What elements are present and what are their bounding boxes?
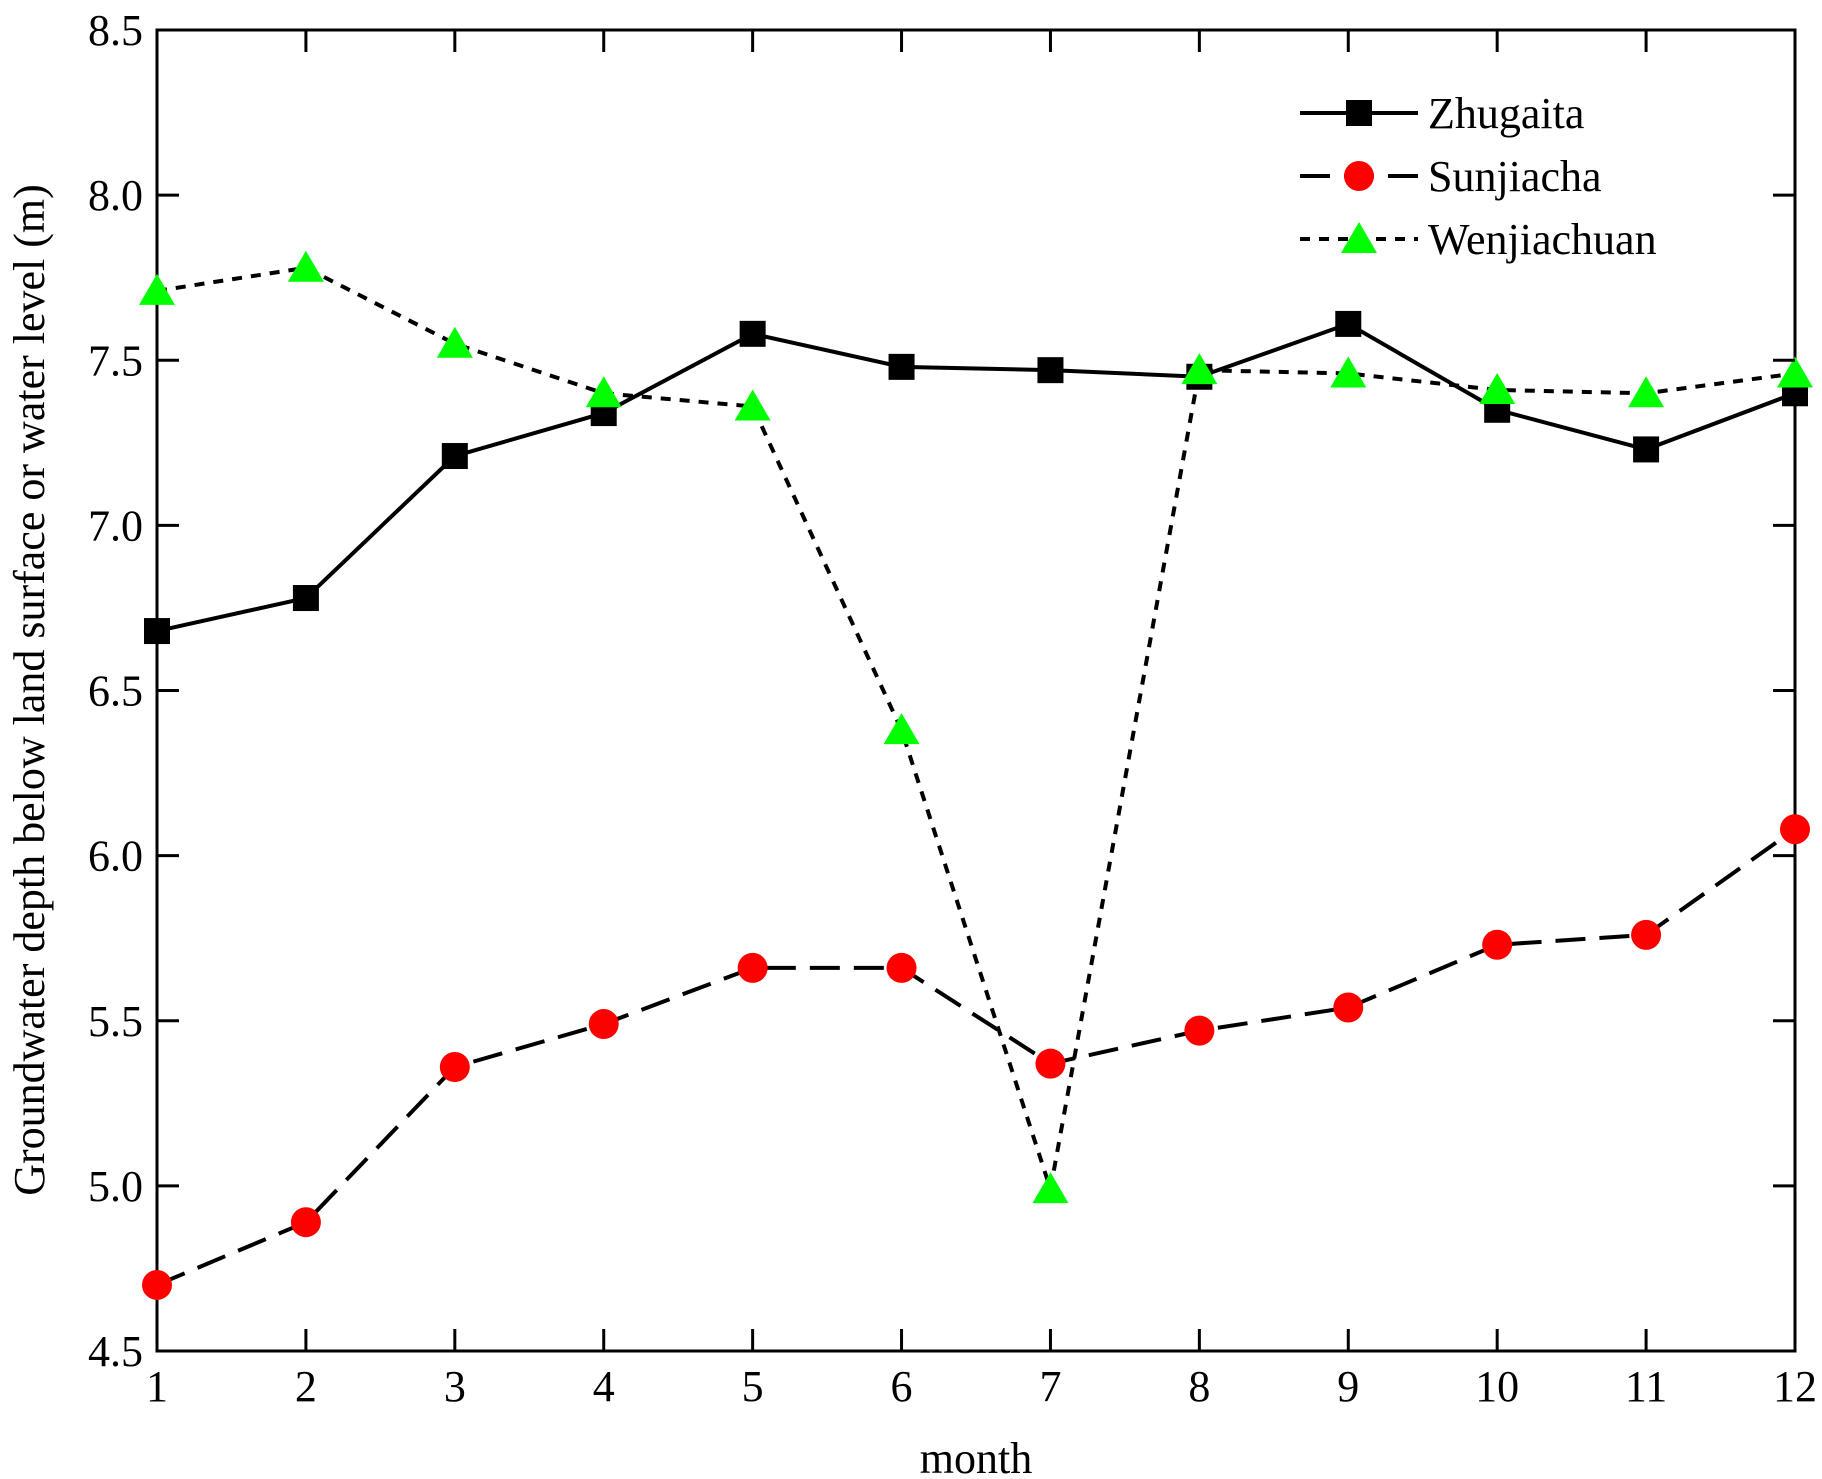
legend-label: Wenjiachuan	[1428, 215, 1657, 264]
series-layer	[139, 250, 1813, 1300]
legend-label: Zhugaita	[1428, 89, 1584, 138]
data-point	[886, 952, 917, 983]
data-point	[1631, 919, 1662, 950]
data-point	[439, 1051, 470, 1082]
x-tick-label: 2	[295, 1362, 317, 1411]
series-wenjiachuan	[139, 250, 1813, 1204]
y-tick-label: 5.0	[88, 1162, 143, 1211]
x-axis-title: month	[920, 1434, 1032, 1479]
data-point	[1037, 357, 1064, 384]
x-tick-label: 7	[1039, 1362, 1061, 1411]
data-point	[1482, 929, 1513, 960]
x-tick-label: 4	[593, 1362, 615, 1411]
data-point	[290, 1207, 321, 1238]
data-point	[436, 326, 473, 358]
data-point	[441, 443, 468, 470]
data-point	[739, 320, 766, 347]
y-tick-label: 8.0	[88, 171, 143, 220]
x-tick-label: 10	[1475, 1362, 1519, 1411]
x-tick-label: 9	[1337, 1362, 1359, 1411]
data-point	[888, 353, 915, 380]
x-tick-label: 12	[1773, 1362, 1817, 1411]
y-tick-label: 6.0	[88, 832, 143, 881]
x-tick-label: 8	[1188, 1362, 1210, 1411]
x-tick-label: 3	[444, 1362, 466, 1411]
series-sunjiacha	[142, 814, 1810, 1300]
data-point	[883, 713, 920, 745]
legend-marker	[1346, 100, 1372, 126]
data-point	[287, 250, 324, 282]
y-tick-label: 6.5	[88, 667, 143, 716]
series-line	[156, 265, 1796, 1190]
data-point	[1333, 992, 1364, 1023]
data-point	[1780, 814, 1810, 845]
y-tick-label: 7.0	[88, 501, 143, 550]
y-tick-label: 4.5	[88, 1327, 143, 1376]
data-point	[585, 376, 622, 408]
data-point	[1479, 372, 1516, 404]
data-point	[1330, 356, 1367, 388]
data-point	[1181, 353, 1218, 385]
y-tick-label: 8.5	[88, 6, 143, 55]
data-point	[144, 618, 170, 645]
x-tick-label: 1	[146, 1362, 168, 1411]
legend: Zhugaita Sunjiacha Wenjiachuan	[1300, 89, 1657, 264]
legend-marker	[1341, 222, 1377, 253]
y-axis-title: Groundwater depth below land surface or …	[5, 184, 54, 1196]
data-point	[142, 1269, 172, 1300]
data-point	[1032, 1172, 1069, 1204]
legend-marker	[1344, 161, 1374, 191]
x-tick-label: 6	[891, 1362, 913, 1411]
y-tick-label: 7.5	[88, 336, 143, 385]
data-point	[292, 585, 319, 612]
data-point	[139, 273, 175, 305]
data-point	[1628, 376, 1665, 408]
data-point	[1184, 1015, 1215, 1046]
legend-label: Sunjiacha	[1428, 152, 1602, 201]
data-point	[1035, 1048, 1066, 1079]
x-axis: 1 2 3 4 5 6 7 8 9 10 11 12	[146, 30, 1817, 1411]
y-axis: 4.5 5.0 5.5 6.0 6.5 7.0 7.5 8.0 8.5	[88, 6, 1795, 1376]
series-line	[156, 827, 1797, 1287]
data-point	[1335, 310, 1362, 337]
series-line	[156, 321, 1796, 634]
data-point	[737, 952, 768, 983]
data-point	[734, 389, 771, 421]
data-point	[588, 1009, 619, 1040]
x-tick-label: 5	[742, 1362, 764, 1411]
x-tick-label: 11	[1625, 1362, 1667, 1411]
series-zhugaita	[144, 310, 1808, 645]
y-tick-label: 5.5	[88, 997, 143, 1046]
data-point	[1633, 436, 1660, 463]
data-point	[1777, 356, 1813, 388]
